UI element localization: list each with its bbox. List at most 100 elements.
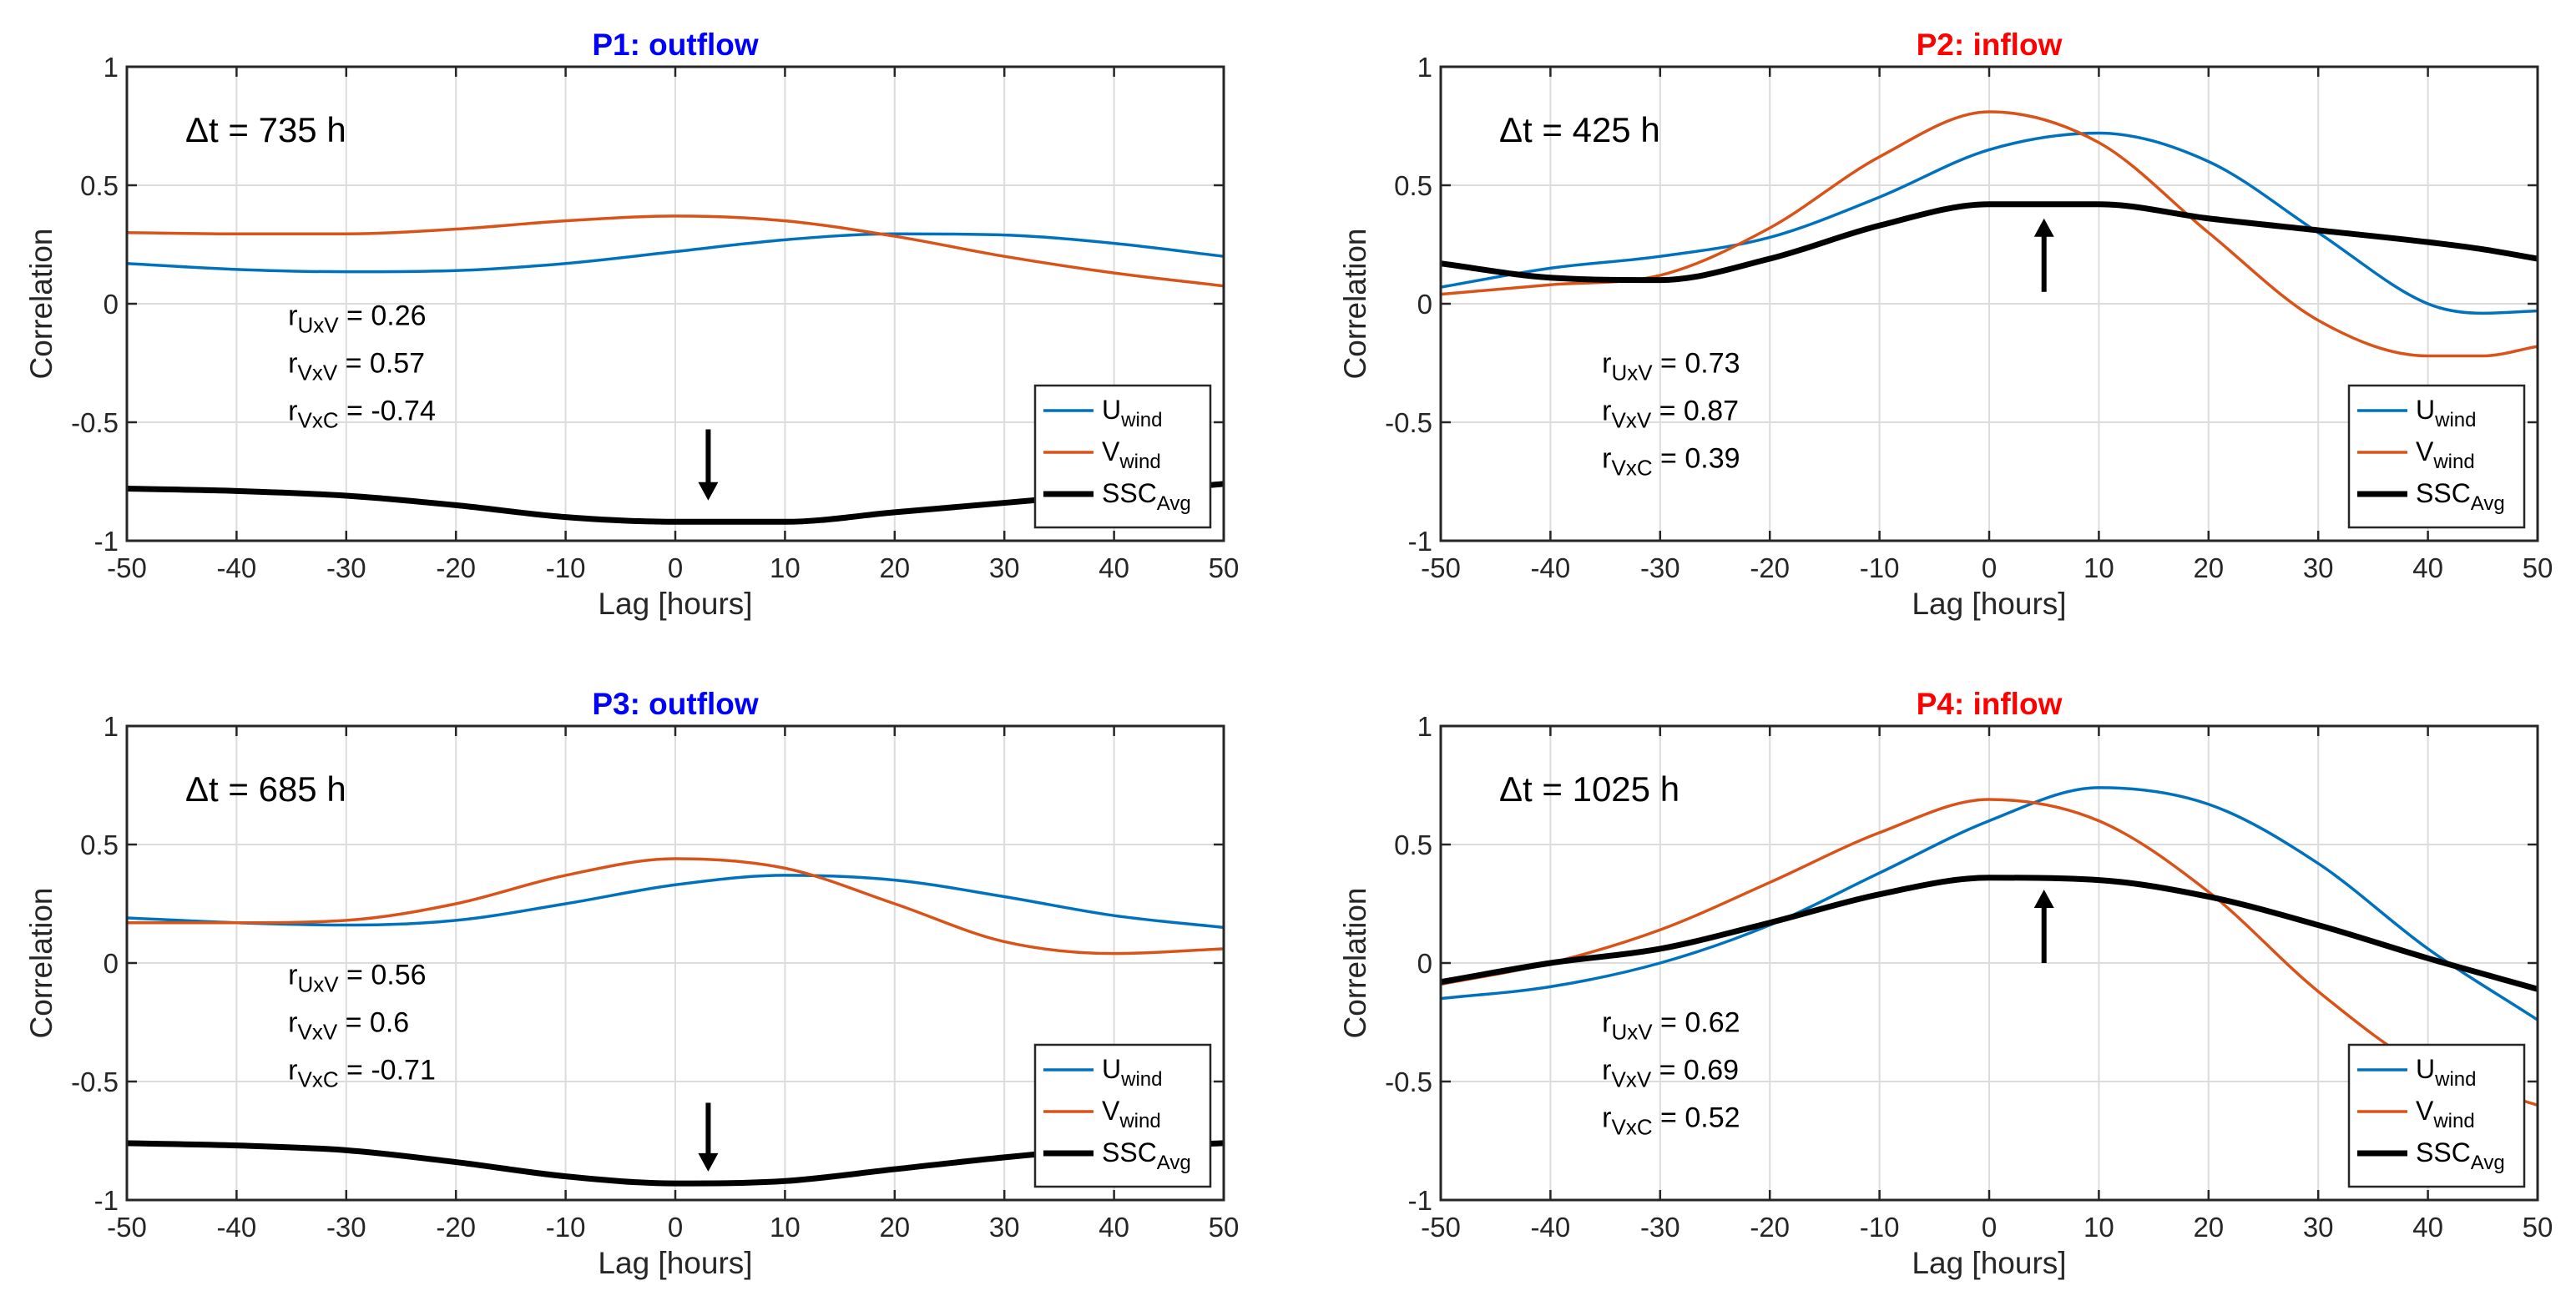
- x-tick-label: 40: [1099, 1212, 1129, 1243]
- peak-arrow-icon: [2033, 889, 2054, 963]
- series-line-u-wind: [127, 874, 1224, 930]
- legend: Uwind Vwind SSCAvg: [1033, 384, 1212, 529]
- legend-entry-u-wind: Uwind: [1102, 395, 1162, 431]
- legend-entry-ssc-avg: SSCAvg: [1102, 478, 1191, 515]
- x-tick-label: -40: [217, 1212, 257, 1243]
- legend-entry-v-wind: Vwind: [1102, 1096, 1161, 1132]
- y-tick-label: 0: [104, 948, 119, 979]
- y-axis-label: Correlation: [24, 888, 58, 1039]
- legend: Uwind Vwind SSCAvg: [2347, 384, 2526, 529]
- x-tick-label: -20: [1750, 552, 1790, 583]
- x-tick-label: 50: [1209, 552, 1240, 583]
- y-tick-label: 0: [1417, 289, 1432, 320]
- x-tick-label: 20: [879, 552, 910, 583]
- x-tick-label: 50: [1209, 1212, 1240, 1243]
- chart-panel-4: -50 -40 -30 -20 -10 0 10 20 30 40 50 -1 -0.5 0 0.5 1 Lag…: [1338, 687, 2553, 1280]
- y-tick-label: -0.5: [1385, 1066, 1432, 1097]
- x-tick-label: 10: [2084, 552, 2114, 583]
- x-tick-label: -30: [326, 552, 366, 583]
- x-tick-label: -20: [436, 552, 476, 583]
- peak-arrow-icon: [698, 429, 719, 501]
- delta-t-annotation: Δt = 1025 h: [1499, 769, 1679, 809]
- x-tick-label: 20: [2193, 1212, 2224, 1243]
- x-axis-label: Lag [hours]: [1912, 1246, 2066, 1280]
- x-tick-label: 0: [1982, 552, 1997, 583]
- delta-t-annotation: Δt = 425 h: [1499, 110, 1660, 149]
- x-tick-label: 0: [668, 552, 683, 583]
- x-tick-label: 10: [770, 552, 801, 583]
- series-line-ssc-avg: [1441, 201, 2538, 284]
- y-axis-label: Correlation: [1338, 229, 1372, 380]
- x-tick-label: -50: [1421, 552, 1461, 583]
- chart-panel-1: -50 -40 -30 -20 -10 0 10 20 30 40 50 -1 -0.5 0 0.5 1 Lag…: [24, 28, 1239, 621]
- legend-entry-v-wind: Vwind: [1102, 436, 1161, 473]
- chart-title: P3: outflow: [592, 687, 759, 721]
- correlation-stat-vxc: rVxC = 0.39: [1602, 442, 1740, 480]
- x-tick-label: -50: [107, 1212, 147, 1243]
- y-axis-label: Correlation: [24, 229, 58, 380]
- x-tick-label: 40: [2412, 552, 2443, 583]
- x-tick-label: -10: [546, 552, 586, 583]
- x-tick-label: 30: [2303, 552, 2334, 583]
- series-line-v-wind: [1441, 798, 2538, 1107]
- correlation-stat-vxv: rVxV = 0.6: [288, 1007, 409, 1045]
- legend-entry-u-wind: Uwind: [1102, 1054, 1162, 1091]
- x-tick-label: -30: [1640, 1212, 1680, 1243]
- correlation-stat-vxc: rVxC = -0.74: [288, 396, 436, 433]
- peak-arrow-icon: [698, 1102, 719, 1172]
- y-tick-label: 0.5: [80, 170, 119, 201]
- x-axis-label: Lag [hours]: [598, 1246, 752, 1280]
- correlation-stat-vxv: rVxV = 0.87: [1602, 395, 1739, 432]
- y-tick-label: -1: [1408, 526, 1432, 557]
- series-line-u-wind: [1441, 131, 2538, 315]
- correlation-stat-uxv: rUxV = 0.73: [1602, 347, 1740, 385]
- correlation-stat-uxv: rUxV = 0.56: [288, 960, 426, 997]
- x-tick-label: 30: [989, 1212, 1020, 1243]
- legend: Uwind Vwind SSCAvg: [1033, 1043, 1212, 1188]
- y-tick-label: -1: [94, 526, 119, 557]
- y-tick-label: -0.5: [71, 1066, 119, 1097]
- x-tick-label: 20: [879, 1212, 910, 1243]
- y-tick-label: 0.5: [1394, 829, 1432, 860]
- y-tick-label: 1: [104, 52, 119, 83]
- x-tick-label: 10: [2084, 1212, 2114, 1243]
- series-line-u-wind: [1441, 786, 2538, 1021]
- x-tick-label: -40: [1531, 552, 1571, 583]
- series-line-ssc-avg: [1441, 875, 2538, 992]
- y-tick-label: -1: [1408, 1185, 1432, 1216]
- x-axis-label: Lag [hours]: [598, 587, 752, 621]
- delta-t-annotation: Δt = 735 h: [185, 110, 346, 149]
- legend-entry-ssc-avg: SSCAvg: [2416, 1137, 2505, 1174]
- x-tick-label: 0: [668, 1212, 683, 1243]
- x-tick-label: -40: [1531, 1212, 1571, 1243]
- legend-entry-u-wind: Uwind: [2416, 1054, 2476, 1091]
- legend-entry-v-wind: Vwind: [2416, 436, 2475, 473]
- correlation-stat-uxv: rUxV = 0.62: [1602, 1006, 1740, 1044]
- legend-entry-ssc-avg: SSCAvg: [2416, 478, 2505, 515]
- y-tick-label: -0.5: [71, 407, 119, 438]
- y-tick-label: 0.5: [1394, 170, 1432, 201]
- correlation-stat-vxc: rVxC = 0.52: [1602, 1102, 1740, 1139]
- series-line-v-wind: [127, 857, 1224, 956]
- x-tick-label: 40: [2412, 1212, 2443, 1243]
- x-tick-label: -30: [326, 1212, 366, 1243]
- series-line-v-wind: [127, 214, 1224, 288]
- x-tick-label: 50: [2523, 552, 2553, 583]
- y-tick-label: -0.5: [1385, 407, 1432, 438]
- y-tick-label: 0: [104, 289, 119, 320]
- x-tick-label: 20: [2193, 552, 2224, 583]
- peak-arrow-icon: [2033, 218, 2054, 292]
- x-tick-label: -10: [546, 1212, 586, 1243]
- y-tick-label: -1: [94, 1185, 119, 1216]
- chart-panel-3: -50 -40 -30 -20 -10 0 10 20 30 40 50 -1 -0.5 0 0.5 1 Lag…: [24, 687, 1239, 1280]
- x-tick-label: 0: [1982, 1212, 1997, 1243]
- chart-title: P2: inflow: [1917, 28, 2063, 62]
- x-tick-label: 30: [989, 552, 1020, 583]
- x-tick-label: -10: [1860, 1212, 1900, 1243]
- correlation-stat-vxv: rVxV = 0.69: [1602, 1054, 1739, 1092]
- legend-entry-ssc-avg: SSCAvg: [1102, 1137, 1191, 1174]
- y-tick-label: 1: [1417, 711, 1432, 742]
- x-tick-label: -50: [1421, 1212, 1461, 1243]
- x-tick-label: -40: [217, 552, 257, 583]
